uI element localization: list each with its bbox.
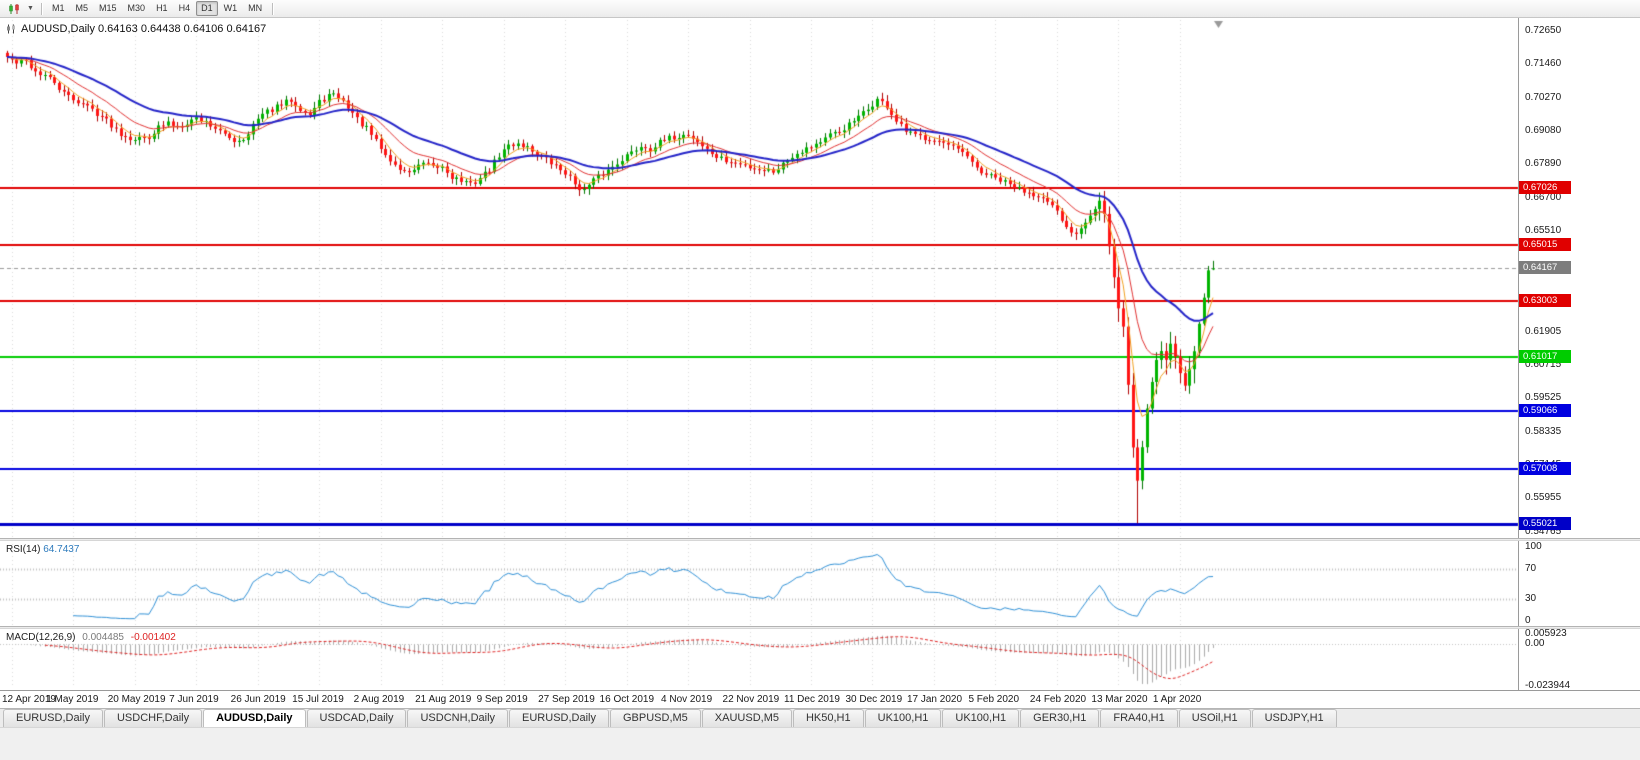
- rsi-indicator-label: RSI(14) 64.7437: [6, 544, 79, 555]
- chart-tab[interactable]: USOil,H1: [1178, 709, 1251, 727]
- price-tick-label: 0.66700: [1525, 191, 1562, 203]
- chart-tab[interactable]: UK100,H1: [942, 709, 1020, 727]
- price-tick-label: 0.54765: [1525, 525, 1562, 537]
- timeframe-button-MN[interactable]: MN: [248, 3, 263, 13]
- chart-tab-active[interactable]: AUDUSD,Daily: [203, 709, 306, 727]
- date-label: 26 Jun 2019: [230, 694, 286, 705]
- toolbar-separator: [41, 2, 42, 15]
- date-label: 2 Aug 2019: [353, 694, 405, 705]
- chart-title-text: AUDUSD,Daily 0.64163 0.64438 0.64106 0.6…: [21, 23, 267, 35]
- chart-tab[interactable]: XAUUSD,M5: [701, 709, 792, 727]
- date-label: 7 Jun 2019: [169, 694, 219, 705]
- hline-price-label: 0.67026: [1519, 181, 1571, 195]
- price-tick-label: 0.65510: [1525, 224, 1562, 236]
- chart-tab[interactable]: EURUSD,Daily: [509, 709, 609, 727]
- timeframe-button-M1[interactable]: M1: [52, 3, 65, 13]
- chart-tab[interactable]: FRA40,H1: [1100, 709, 1178, 727]
- hline-price-label: 0.65015: [1519, 237, 1571, 251]
- date-label: 1 May 2019: [46, 694, 99, 705]
- macd-tick-label: 0.00: [1525, 638, 1545, 650]
- macd-tick-label: -0.023944: [1525, 680, 1571, 691]
- chart-tab[interactable]: GER30,H1: [1020, 709, 1100, 727]
- chart-window: AUDUSD,Daily 0.64163 0.64438 0.64106 0.6…: [0, 18, 1640, 708]
- price-tick-label: 0.72650: [1525, 24, 1562, 36]
- date-label: 30 Dec 2019: [845, 694, 903, 705]
- date-label: 1 Apr 2020: [1152, 694, 1202, 705]
- rsi-value: 64.7437: [43, 544, 80, 555]
- chart-window-icon: [7, 24, 15, 34]
- timeframe-button-M5[interactable]: M5: [75, 3, 89, 13]
- rsi-tick-label: 100: [1525, 541, 1542, 552]
- price-tick-label: 0.59525: [1525, 392, 1562, 404]
- hline-price-label: 0.55021: [1519, 517, 1571, 531]
- date-label: 9 Sep 2019: [476, 694, 528, 705]
- chart-tab[interactable]: EURUSD,Daily: [3, 709, 103, 727]
- current-price-label: 0.64167: [1519, 261, 1571, 275]
- hline-price-label: 0.57008: [1519, 461, 1571, 475]
- macd-main-value: 0.004485: [82, 632, 124, 643]
- date-label: 24 Feb 2020: [1029, 694, 1087, 705]
- rsi-name: RSI(14): [6, 544, 41, 555]
- chart-tab[interactable]: HK50,H1: [792, 709, 864, 727]
- price-tick-label: 0.58335: [1525, 425, 1562, 437]
- hline-price-label: 0.63003: [1519, 294, 1571, 307]
- chart-type-dropdown-icon[interactable]: ▼: [27, 5, 34, 12]
- chart-tab[interactable]: USDCAD,Daily: [306, 709, 407, 727]
- panel-splitter-macd[interactable]: [0, 626, 1640, 629]
- date-label: 13 Mar 2020: [1091, 694, 1148, 705]
- macd-name: MACD(12,26,9): [6, 632, 76, 643]
- price-tick-label: 0.61905: [1525, 325, 1562, 337]
- rsi-tick-label: 0: [1525, 615, 1531, 626]
- chart-canvas[interactable]: [0, 18, 1640, 690]
- price-tick-label: 0.67890: [1525, 158, 1562, 170]
- macd-signal-value: -0.001402: [130, 632, 176, 643]
- date-label: 11 Dec 2019: [784, 694, 840, 705]
- chart-tab[interactable]: USDCHF,Daily: [103, 709, 203, 727]
- rsi-tick-label: 30: [1525, 592, 1537, 604]
- date-label: 15 Jul 2019: [292, 694, 344, 705]
- timeframe-button-H1[interactable]: H1: [156, 3, 168, 13]
- date-label: 4 Nov 2019: [661, 694, 713, 705]
- price-tick-label: 0.69080: [1525, 124, 1562, 136]
- window-background: [0, 727, 1640, 760]
- macd-tick-label: 0.005923: [1525, 628, 1567, 639]
- timeframe-toolbar: ▼ M1 M5 M15 M30 H1 H4 D1 W1 MN: [0, 0, 1640, 18]
- time-axis[interactable]: 12 Apr 2019 1 May 2019 20 May 2019 7 Jun 20…: [0, 690, 1640, 708]
- candlestick-glyph: [9, 3, 19, 14]
- date-label: 17 Jan 2020: [906, 694, 963, 705]
- date-label: 16 Oct 2019: [599, 694, 655, 705]
- panel-splitter-rsi[interactable]: [0, 538, 1640, 541]
- date-label: 27 Sep 2019: [538, 694, 595, 705]
- price-tick-label: 0.70270: [1525, 91, 1562, 103]
- timeframe-button-D1[interactable]: D1: [196, 1, 218, 16]
- price-axis[interactable]: 0.72650 0.71460 0.70270 0.69080 0.67890 0.667…: [1518, 18, 1640, 691]
- date-label: 22 Nov 2019: [722, 694, 780, 705]
- date-label: 12 Apr 2019: [2, 694, 56, 705]
- timeframe-button-W1[interactable]: W1: [223, 3, 238, 13]
- chart-tab[interactable]: USDJPY,H1: [1251, 709, 1337, 727]
- chart-tab-bar: EURUSD,Daily USDCHF,Daily AUDUSD,Daily USDC…: [0, 708, 1640, 727]
- chart-tab[interactable]: UK100,H1: [864, 709, 942, 727]
- date-label: 21 Aug 2019: [415, 694, 472, 705]
- hline-price-label: 0.59066: [1519, 404, 1571, 418]
- price-tick-label: 0.71460: [1525, 58, 1562, 70]
- timeframe-button-M15[interactable]: M15: [99, 3, 117, 13]
- macd-indicator-label: MACD(12,26,9) 0.004485 -0.001402: [6, 632, 176, 643]
- chart-tab[interactable]: USDCNH,Daily: [407, 709, 509, 727]
- chart-tab[interactable]: GBPUSD,M5: [610, 709, 701, 727]
- toolbar-separator-2: [272, 2, 274, 15]
- timeframe-button-H4[interactable]: H4: [178, 3, 191, 13]
- timeframe-group: M1 M5 M15 M30 H1 H4 D1 W1 MN: [47, 1, 267, 16]
- price-tick-label: 0.55955: [1525, 492, 1562, 504]
- date-label: 5 Feb 2020: [968, 694, 1020, 705]
- rsi-tick-label: 70: [1525, 563, 1537, 575]
- timeframe-button-M30[interactable]: M30: [127, 3, 146, 13]
- hline-price-label: 0.61017: [1519, 349, 1571, 363]
- price-tick-label: 0.60715: [1525, 359, 1562, 371]
- chart-type-icon[interactable]: [4, 1, 24, 16]
- chart-title: AUDUSD,Daily 0.64163 0.64438 0.64106 0.6…: [6, 23, 266, 35]
- date-label: 20 May 2019: [107, 694, 166, 705]
